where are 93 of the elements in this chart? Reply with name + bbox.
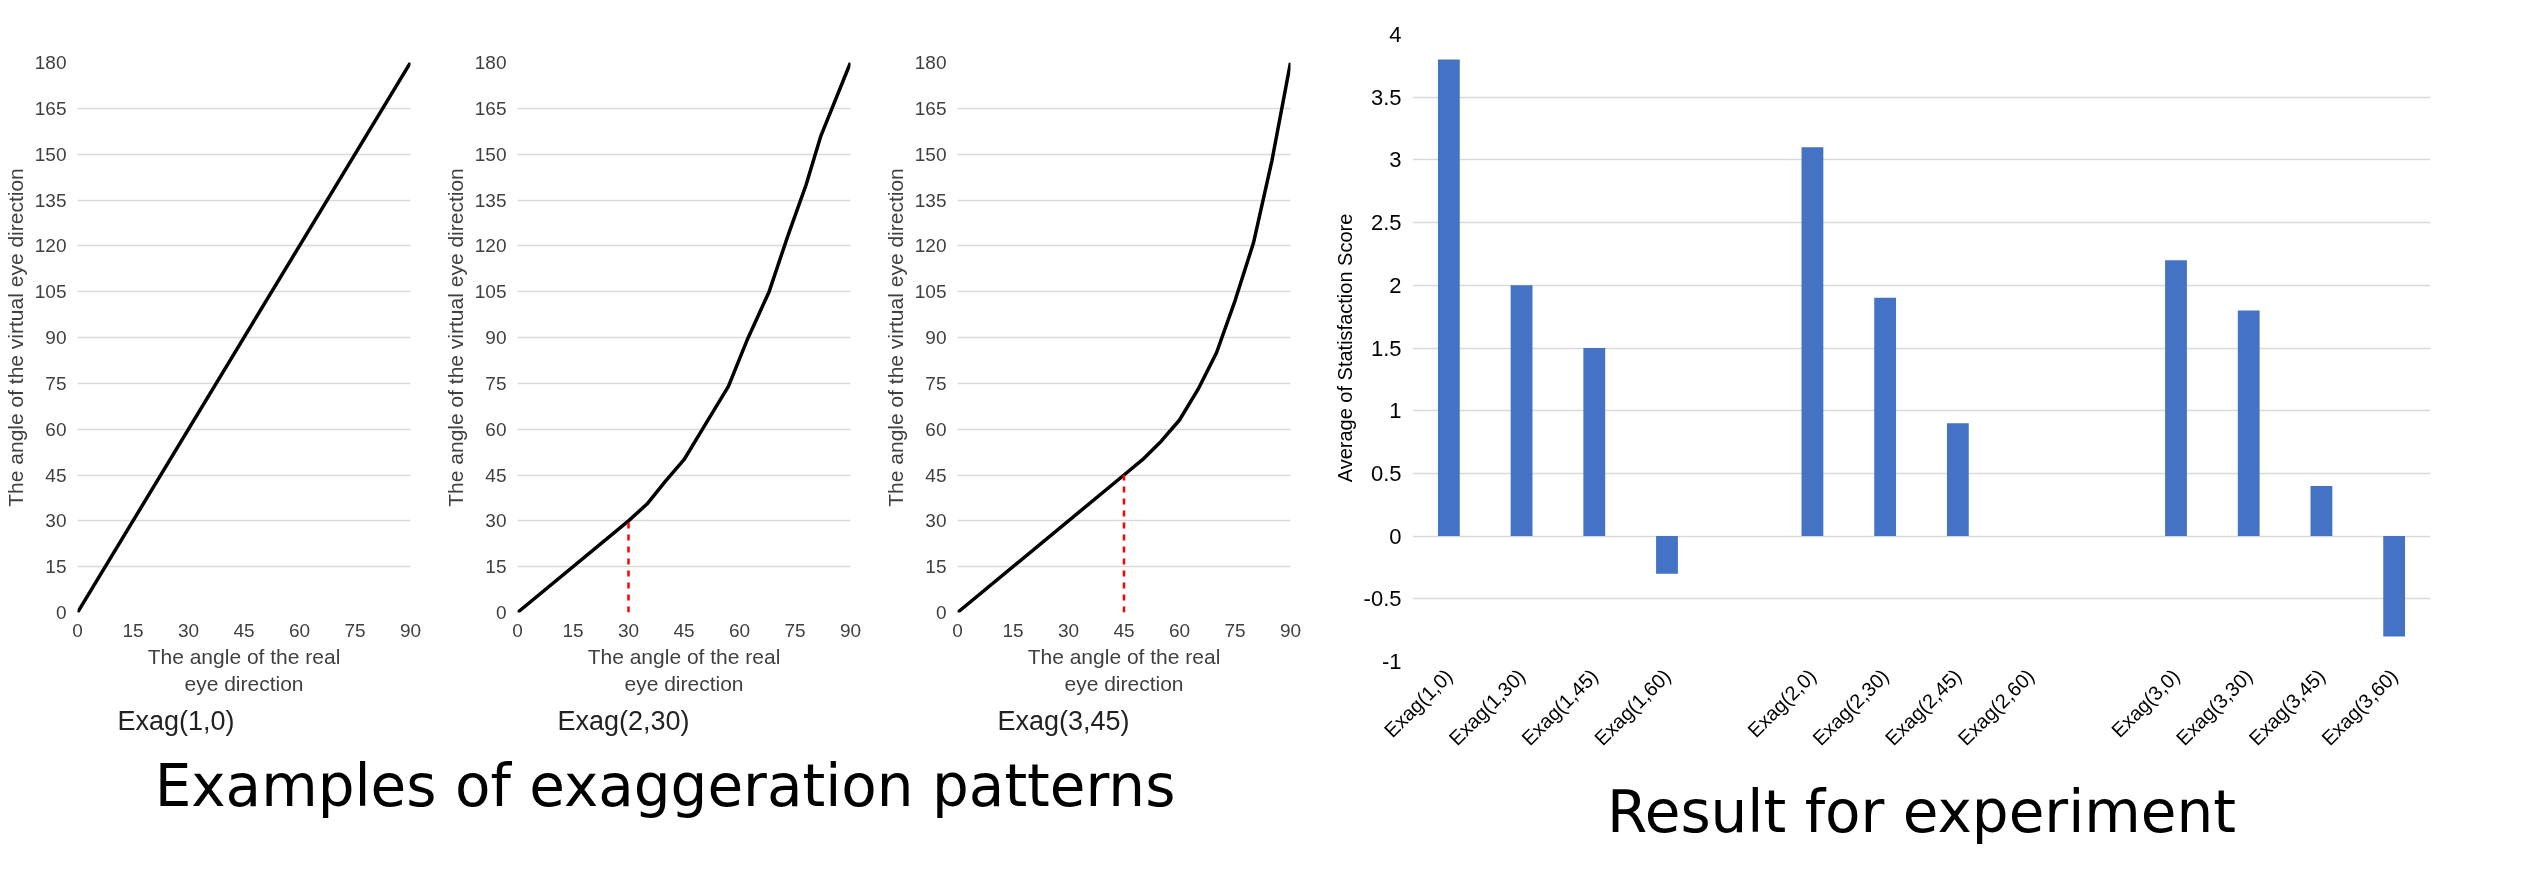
x-tick-label: 15 xyxy=(122,619,144,641)
x-tick-label: 0 xyxy=(512,619,523,641)
y-tick-label: 75 xyxy=(485,372,507,394)
y-tick-label: 150 xyxy=(474,143,507,165)
y-tick-label: 135 xyxy=(34,189,67,211)
y-tick-label: 4 xyxy=(1389,22,1402,47)
x-tick-label: 45 xyxy=(1113,619,1135,641)
y-tick-label: 90 xyxy=(925,327,947,348)
y-tick-label: 45 xyxy=(45,464,67,486)
y-tick-label: 60 xyxy=(485,418,507,440)
y-tick-label: 1.5 xyxy=(1370,335,1402,361)
y-tick-label: 3.5 xyxy=(1370,84,1402,110)
line-series xyxy=(957,62,1291,613)
y-tick-label: 0 xyxy=(1389,523,1402,549)
bar xyxy=(1656,536,1678,574)
x-tick-label: 45 xyxy=(233,619,255,641)
x-tick-label: 45 xyxy=(673,619,695,641)
y-tick-label: 105 xyxy=(474,281,507,303)
x-tick-label: 75 xyxy=(1224,619,1246,641)
y-tick-label: 2 xyxy=(1389,272,1402,298)
x-axis-title: The angle of the real eye direction xyxy=(147,644,341,696)
y-tick-label: 3 xyxy=(1389,147,1402,173)
bar xyxy=(1510,285,1533,537)
x-tick-label: 60 xyxy=(728,619,751,641)
y-tick-label: -0.5 xyxy=(1363,586,1402,612)
y-axis-title: The angle of the virtual eye direction xyxy=(883,168,907,507)
bar xyxy=(1437,59,1460,537)
x-tick-label: 90 xyxy=(399,619,422,641)
x-tick-label: 0 xyxy=(952,619,963,641)
y-tick-label: 180 xyxy=(474,52,507,73)
y-tick-label: 180 xyxy=(914,52,947,73)
y-axis-title: Average of Statisfaction Score xyxy=(1333,213,1356,483)
bar xyxy=(2383,536,2406,637)
x-tick-label: 0 xyxy=(72,619,83,641)
y-tick-label: 90 xyxy=(45,327,67,348)
y-tick-label: 105 xyxy=(914,281,947,303)
y-axis-title: The angle of the virtual eye direction xyxy=(443,168,467,507)
y-tick-label: 165 xyxy=(914,97,947,119)
y-tick-label: 1 xyxy=(1389,398,1402,424)
y-tick-label: 165 xyxy=(474,97,507,119)
y-tick-label: 15 xyxy=(925,556,947,578)
bar xyxy=(1583,348,1606,537)
y-tick-label: 15 xyxy=(485,556,507,578)
y-tick-label: 30 xyxy=(485,510,507,532)
y-tick-label: 135 xyxy=(914,189,947,211)
x-tick-label: 30 xyxy=(617,619,640,641)
x-tick-label: 90 xyxy=(839,619,862,641)
y-tick-label: 105 xyxy=(34,281,67,303)
x-tick-label: 15 xyxy=(1002,619,1024,641)
y-tick-label: 0.5 xyxy=(1370,460,1402,486)
y-tick-label: 45 xyxy=(485,464,507,486)
x-tick-label: 90 xyxy=(1279,619,1302,641)
y-tick-label: 0 xyxy=(55,602,67,623)
y-tick-label: 120 xyxy=(474,235,507,257)
x-tick-label: 75 xyxy=(784,619,806,641)
bar xyxy=(2165,260,2187,537)
x-tick-label: 60 xyxy=(288,619,311,641)
y-tick-label: 75 xyxy=(45,372,67,394)
x-tick-label: 30 xyxy=(1057,619,1080,641)
y-tick-label: 15 xyxy=(45,556,67,578)
y-tick-label: 30 xyxy=(45,510,67,532)
x-tick-label: 30 xyxy=(177,619,200,641)
text: Result for experiment xyxy=(1607,777,2236,846)
x-tick-label: 60 xyxy=(1168,619,1191,641)
y-tick-label: 120 xyxy=(914,235,947,257)
y-tick-label: 60 xyxy=(45,418,67,440)
y-tick-label: 120 xyxy=(34,235,67,257)
y-tick-label: 150 xyxy=(34,143,67,165)
bar xyxy=(1801,147,1824,537)
y-tick-label: 180 xyxy=(34,52,67,73)
y-tick-label: 60 xyxy=(925,418,947,440)
text: Examples of exaggeration patterns xyxy=(154,751,1176,822)
y-tick-label: -1 xyxy=(1381,649,1402,674)
y-tick-label: 45 xyxy=(925,464,947,486)
y-axis-title: The angle of the virtual eye direction xyxy=(3,168,27,507)
y-tick-label: 165 xyxy=(34,97,67,119)
x-axis-title: The angle of the real eye direction xyxy=(587,644,781,696)
y-tick-label: 0 xyxy=(495,602,507,623)
y-tick-label: 0 xyxy=(935,602,947,623)
bar xyxy=(1946,423,1969,537)
x-axis-title: The angle of the real eye direction xyxy=(1027,644,1221,696)
bar xyxy=(2310,485,2333,537)
x-tick-label: 75 xyxy=(344,619,366,641)
bar xyxy=(1874,297,1897,537)
x-tick-label: 15 xyxy=(562,619,584,641)
y-tick-label: 150 xyxy=(914,143,947,165)
y-tick-label: 2.5 xyxy=(1370,210,1402,236)
bar xyxy=(2237,310,2260,537)
y-tick-label: 90 xyxy=(485,327,507,348)
y-tick-label: 30 xyxy=(925,510,947,532)
line-series xyxy=(517,62,851,613)
y-tick-label: 75 xyxy=(925,372,947,394)
y-tick-label: 135 xyxy=(474,189,507,211)
